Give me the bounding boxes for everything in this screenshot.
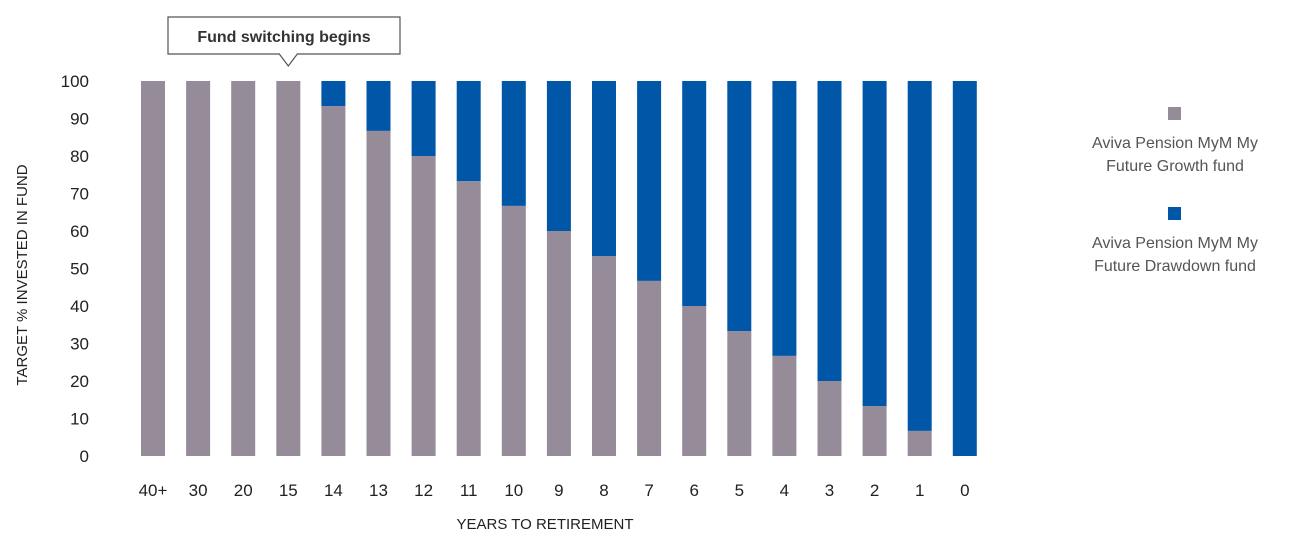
bar-segment-drawdown <box>456 81 481 182</box>
legend-swatch-drawdown <box>1168 207 1181 220</box>
bar-segment-growth <box>141 81 165 456</box>
x-axis-title: YEARS TO RETIREMENT <box>457 516 634 533</box>
y-tick-label: 0 <box>80 447 89 466</box>
y-tick-label: 10 <box>70 410 89 429</box>
bar-segment-drawdown <box>411 81 436 156</box>
x-tick-label: 13 <box>369 481 388 500</box>
bar-segment-drawdown <box>862 81 887 407</box>
y-tick-label: 90 <box>70 110 89 129</box>
bar-segment-growth <box>366 130 391 456</box>
bar-segment-growth <box>276 81 301 456</box>
x-tick-label: 10 <box>504 481 523 500</box>
fund-switching-callout: Fund switching begins <box>167 16 401 67</box>
bar-segment-drawdown <box>952 81 977 456</box>
y-tick-label: 20 <box>70 372 89 391</box>
bar-segment-growth <box>456 181 481 456</box>
legend-label-line: Future Growth fund <box>1106 158 1244 175</box>
bar-segment-growth <box>772 355 797 456</box>
bar-segment-growth <box>501 205 526 456</box>
x-tick-label: 30 <box>189 481 208 500</box>
x-tick-label: 8 <box>599 481 608 500</box>
x-tick-label: 15 <box>279 481 298 500</box>
bar-segment-drawdown <box>817 81 842 381</box>
bar-segment-drawdown <box>637 81 662 281</box>
bar-segment-drawdown <box>907 81 932 431</box>
y-tick-label: 80 <box>70 147 89 166</box>
x-axis-ticks: 40+ 30 20 15 14 13 12 11 10 9 8 7 6 5 4 3 2 1 0 <box>139 481 970 500</box>
bar-segment-drawdown <box>501 81 526 206</box>
x-tick-label: 20 <box>234 481 253 500</box>
x-tick-label: 11 <box>460 481 478 500</box>
legend-label-line: Aviva Pension MyM My <box>1092 135 1258 152</box>
y-axis-title: TARGET % INVESTED IN FUND <box>14 164 31 385</box>
bar-segment-drawdown <box>321 81 346 107</box>
bar-segment-drawdown <box>546 81 571 231</box>
y-tick-label: 30 <box>70 335 89 354</box>
legend: Aviva Pension MyM My Future Growth fund A… <box>1092 107 1258 275</box>
x-tick-label: 6 <box>689 481 698 500</box>
bar-segment-growth <box>907 430 932 456</box>
x-tick-label: 14 <box>324 481 343 500</box>
x-tick-label: 40+ <box>139 481 168 500</box>
bar-segment-growth <box>231 81 256 456</box>
legend-swatch-growth <box>1168 107 1181 120</box>
x-tick-label: 7 <box>644 481 653 500</box>
x-tick-label: 3 <box>825 481 834 500</box>
bar-segment-growth <box>546 231 571 456</box>
legend-label-drawdown: Aviva Pension MyM My Future Drawdown fund <box>1092 235 1258 275</box>
y-tick-label: 100 <box>61 72 89 91</box>
legend-label-line: Future Drawdown fund <box>1094 258 1256 275</box>
bar-segment-drawdown <box>682 81 707 306</box>
x-tick-label: 2 <box>870 481 879 500</box>
y-tick-label: 70 <box>70 185 89 204</box>
bar-segment-growth <box>321 106 346 456</box>
x-tick-label: 1 <box>915 481 924 500</box>
legend-label-line: Aviva Pension MyM My <box>1092 235 1258 252</box>
bar-segment-growth <box>727 331 752 456</box>
x-tick-label: 9 <box>554 481 563 500</box>
bar-segment-growth <box>682 306 707 456</box>
bar-segment-growth <box>411 156 436 456</box>
bar-segment-drawdown <box>772 81 797 356</box>
bar-segment-growth <box>592 256 616 456</box>
bar-segment-growth <box>862 406 887 456</box>
bars <box>141 81 977 456</box>
x-tick-label: 12 <box>414 481 433 500</box>
y-tick-label: 50 <box>70 260 89 279</box>
bar-segment-growth <box>186 81 211 456</box>
y-tick-label: 60 <box>70 222 89 241</box>
legend-label-growth: Aviva Pension MyM My Future Growth fund <box>1092 135 1258 175</box>
y-tick-label: 40 <box>70 297 89 316</box>
y-axis-ticks: 0 10 20 30 40 50 60 70 80 90 100 <box>61 72 89 466</box>
bar-segment-drawdown <box>592 81 616 257</box>
callout-text: Fund switching begins <box>197 29 370 46</box>
x-tick-label: 4 <box>780 481 789 500</box>
x-tick-label: 0 <box>960 481 969 500</box>
bar-segment-growth <box>637 280 662 456</box>
bar-segment-drawdown <box>366 81 391 131</box>
x-tick-label: 5 <box>735 481 744 500</box>
callout-box <box>167 16 401 67</box>
bar-segment-drawdown <box>727 81 752 332</box>
bar-segment-growth <box>817 381 842 456</box>
